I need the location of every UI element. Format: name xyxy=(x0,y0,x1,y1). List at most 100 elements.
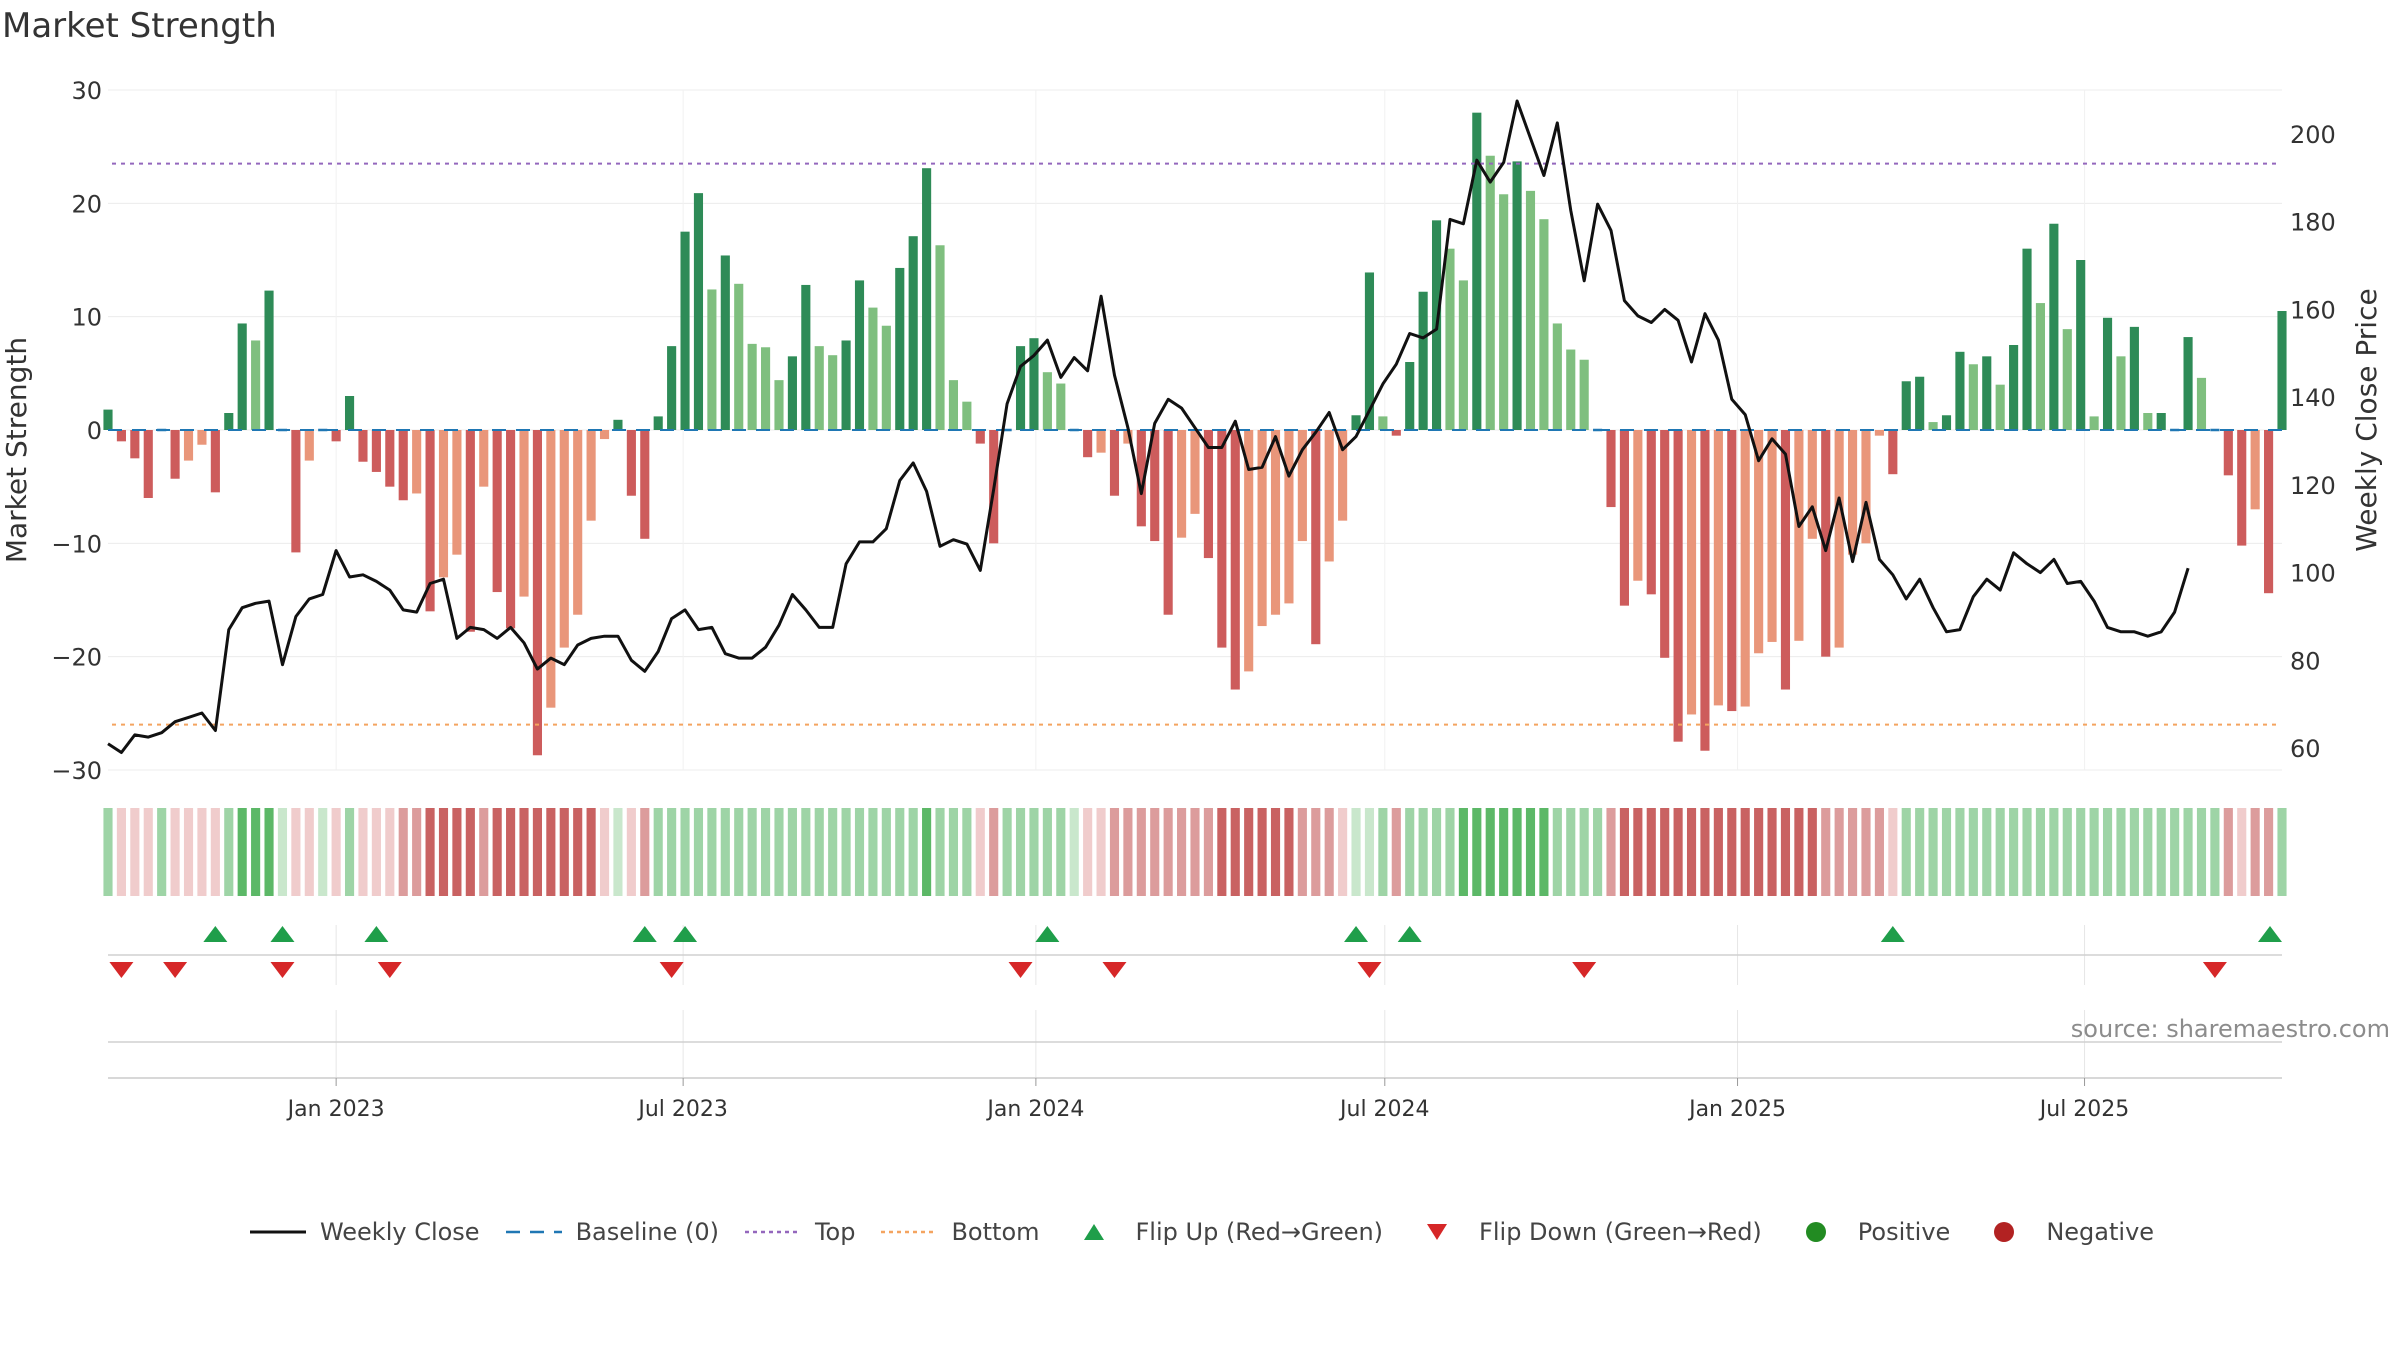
strength-band-cell xyxy=(1177,808,1187,896)
strength-band-cell xyxy=(1297,808,1307,896)
strength-band-cell xyxy=(412,808,422,896)
strength-bar xyxy=(2237,430,2247,546)
strength-band-cell xyxy=(1351,808,1361,896)
strength-bar xyxy=(1190,430,1200,514)
strength-bar xyxy=(438,430,449,578)
strength-bar xyxy=(170,430,180,479)
strength-band-cell xyxy=(251,808,261,896)
chart-title: Market Strength xyxy=(2,6,277,46)
strength-bar xyxy=(103,409,113,430)
strength-band-cell xyxy=(1941,808,1952,896)
strength-band-cell xyxy=(559,808,569,896)
legend-item: Positive xyxy=(1784,1218,1950,1246)
strength-band-cell xyxy=(2277,808,2287,896)
strength-bar xyxy=(1861,430,1871,544)
strength-band-cell xyxy=(1673,808,1683,896)
strength-bar xyxy=(1606,430,1616,508)
line-dotted-icon xyxy=(881,1230,938,1234)
strength-bar xyxy=(1713,430,1723,706)
strength-band-cell xyxy=(962,808,972,896)
strength-bar xyxy=(1754,430,1764,654)
strength-band-cell xyxy=(1338,808,1348,896)
strength-band-cell xyxy=(1284,808,1294,896)
strength-band-cell xyxy=(2143,808,2153,896)
source-note: source: sharemaestro.com xyxy=(2070,1015,2390,1043)
strength-band-cell xyxy=(143,808,153,896)
flip-down-marker xyxy=(1357,962,1382,978)
legend-item: Negative xyxy=(1972,1218,2154,1246)
strength-band-cell xyxy=(2264,808,2274,896)
strength-bar xyxy=(1150,430,1160,542)
flip-up-marker xyxy=(1035,926,1060,942)
strength-band-cell xyxy=(1472,808,1482,896)
strength-bar xyxy=(197,430,207,445)
strength-band-cell xyxy=(707,808,717,896)
strength-bar xyxy=(573,430,583,615)
strength-bar xyxy=(183,430,194,461)
legend-item: Top xyxy=(741,1218,855,1246)
strength-band-cell xyxy=(734,808,744,896)
flip-down-marker xyxy=(1102,962,1127,978)
strength-bar xyxy=(1083,430,1093,458)
strength-band-cell xyxy=(828,808,838,896)
left-tick-label: 20 xyxy=(71,190,102,218)
strength-bar xyxy=(479,430,489,487)
strength-bar xyxy=(2076,260,2086,430)
strength-bar xyxy=(1418,291,1428,430)
strength-bar xyxy=(1096,430,1106,453)
strength-band-cell xyxy=(1525,808,1536,896)
strength-band-cell xyxy=(626,808,636,896)
strength-bar xyxy=(1284,430,1294,604)
strength-bar xyxy=(2277,311,2287,430)
strength-band-cell xyxy=(1136,808,1146,896)
strength-band-cell xyxy=(210,808,220,896)
strength-band-cell xyxy=(1740,808,1750,896)
strength-bar xyxy=(2049,223,2059,430)
strength-bar xyxy=(1673,430,1683,742)
strength-band-cell xyxy=(438,808,449,896)
strength-bar xyxy=(586,430,596,521)
strength-bar xyxy=(1257,430,1267,627)
strength-bar xyxy=(1123,430,1133,444)
strength-bar xyxy=(2264,430,2274,594)
chart-legend: Weekly Close Baseline (0) Top Bottom Flip Up… xyxy=(0,1212,2400,1252)
strength-band-cell xyxy=(1606,808,1616,896)
strength-bar xyxy=(1821,430,1831,657)
strength-band-cell xyxy=(2223,808,2233,896)
strength-bar xyxy=(1727,430,1737,712)
strength-band-cell xyxy=(868,808,878,896)
line-solid-icon xyxy=(249,1230,306,1234)
strength-bar xyxy=(1512,161,1522,430)
strength-bar xyxy=(1982,356,1992,430)
strength-bar xyxy=(1660,430,1670,658)
strength-bar xyxy=(881,325,891,430)
strength-band-cell xyxy=(1270,808,1281,896)
strength-band-cell xyxy=(720,808,730,896)
left-axis-title: Market Strength xyxy=(0,337,33,563)
strength-band-cell xyxy=(1096,808,1106,896)
strength-band-cell xyxy=(506,808,516,896)
strength-band-cell xyxy=(1512,808,1522,896)
strength-band-cell xyxy=(264,808,274,896)
line-dashed-icon xyxy=(505,1230,562,1234)
strength-bar xyxy=(1915,376,1925,430)
strength-band-cell xyxy=(304,808,314,896)
strength-bar xyxy=(1230,430,1240,690)
strength-band-cell xyxy=(2129,808,2139,896)
strength-bar xyxy=(2102,317,2113,430)
strength-band-cell xyxy=(130,808,140,896)
strength-band-cell xyxy=(1244,808,1254,896)
strength-band-cell xyxy=(358,808,368,896)
strength-band-cell xyxy=(1968,808,1978,896)
strength-bar xyxy=(2156,413,2166,430)
strength-band-cell xyxy=(371,808,381,896)
strength-bar xyxy=(2223,430,2233,476)
strength-bar xyxy=(1552,323,1562,430)
strength-band-cell xyxy=(841,808,851,896)
strength-bar xyxy=(1270,430,1281,615)
strength-bar xyxy=(519,430,529,597)
right-tick-label: 180 xyxy=(2290,209,2336,237)
strength-bar xyxy=(546,430,556,708)
strength-band-cell xyxy=(1807,808,1817,896)
strength-bar xyxy=(1485,155,1495,430)
